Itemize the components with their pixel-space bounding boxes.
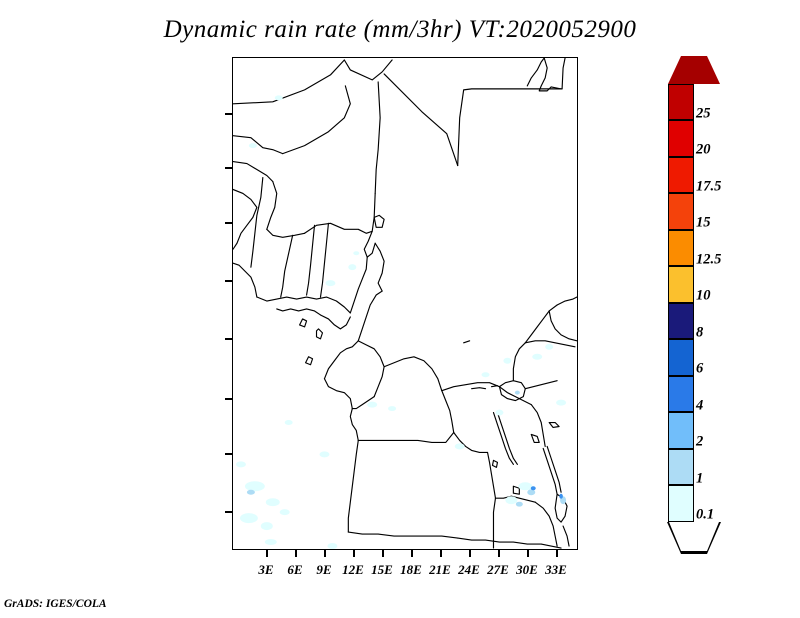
colorbar-label-0.1: 0.1 [696, 506, 715, 523]
colorbar-label-20: 20 [696, 141, 711, 158]
x-tick [440, 550, 442, 557]
y-tick [225, 167, 232, 169]
y-tick [225, 453, 232, 455]
colorbar-label-1: 1 [696, 470, 704, 487]
y-tick [225, 222, 232, 224]
x-tick [324, 550, 326, 557]
x-tick [527, 550, 529, 557]
attribution-text: GrADS: IGES/COLA [4, 598, 107, 610]
colorbar-band-8-10 [668, 303, 694, 339]
x-tick-label-3E: 3E [258, 562, 274, 577]
colorbar-label-15: 15 [696, 214, 711, 231]
colorbar-band-10-12.5 [668, 266, 694, 303]
map-plot-area [232, 57, 578, 550]
x-tick [556, 550, 558, 557]
colorbar-arrow-bottom [669, 522, 719, 551]
colorbar-label-4: 4 [696, 397, 704, 414]
colorbar-band-17.5-20 [668, 157, 694, 193]
x-tick [382, 550, 384, 557]
x-tick-label-33E: 33E [545, 562, 567, 577]
x-tick-label-18E: 18E [400, 562, 422, 577]
page-title: Dynamic rain rate (mm/3hr) VT:2020052900 [163, 16, 637, 43]
y-tick [225, 511, 232, 513]
colorbar-band-25-plus [668, 84, 694, 120]
colorbar-label-6: 6 [696, 360, 704, 377]
x-tick [295, 550, 297, 557]
y-tick [225, 398, 232, 400]
x-tick-label-6E: 6E [287, 562, 303, 577]
x-tick-label-12E: 12E [342, 562, 364, 577]
colorbar-label-10: 10 [696, 287, 711, 304]
colorbar-arrow-top [668, 56, 720, 84]
x-tick-label-15E: 15E [371, 562, 393, 577]
colorbar-band-15-17.5 [668, 193, 694, 230]
colorbar-band-20-25 [668, 120, 694, 157]
x-tick [411, 550, 413, 557]
x-tick [353, 550, 355, 557]
colorbar-label-2: 2 [696, 433, 704, 450]
colorbar-label-25: 25 [696, 105, 711, 122]
colorbar-label-8: 8 [696, 324, 704, 341]
x-tick-label-30E: 30E [516, 562, 538, 577]
colorbar-band-0.1-1 [668, 485, 694, 522]
y-tick [225, 338, 232, 340]
colorbar-band-4-6 [668, 376, 694, 412]
y-tick [225, 113, 232, 115]
colorbar-label-12.5: 12.5 [696, 251, 722, 268]
colorbar [667, 54, 721, 554]
x-tick [498, 550, 500, 557]
x-tick-label-27E: 27E [487, 562, 509, 577]
colorbar-band-2-4 [668, 412, 694, 449]
y-tick [225, 280, 232, 282]
colorbar-band-6-8 [668, 339, 694, 376]
x-tick [469, 550, 471, 557]
colorbar-band-12.5-15 [668, 230, 694, 266]
x-tick-label-24E: 24E [458, 562, 480, 577]
x-tick-label-21E: 21E [429, 562, 451, 577]
x-tick [266, 550, 268, 557]
x-tick-label-9E: 9E [316, 562, 332, 577]
map-geography [233, 58, 577, 549]
colorbar-band-1-2 [668, 449, 694, 485]
colorbar-label-17.5: 17.5 [696, 178, 722, 195]
